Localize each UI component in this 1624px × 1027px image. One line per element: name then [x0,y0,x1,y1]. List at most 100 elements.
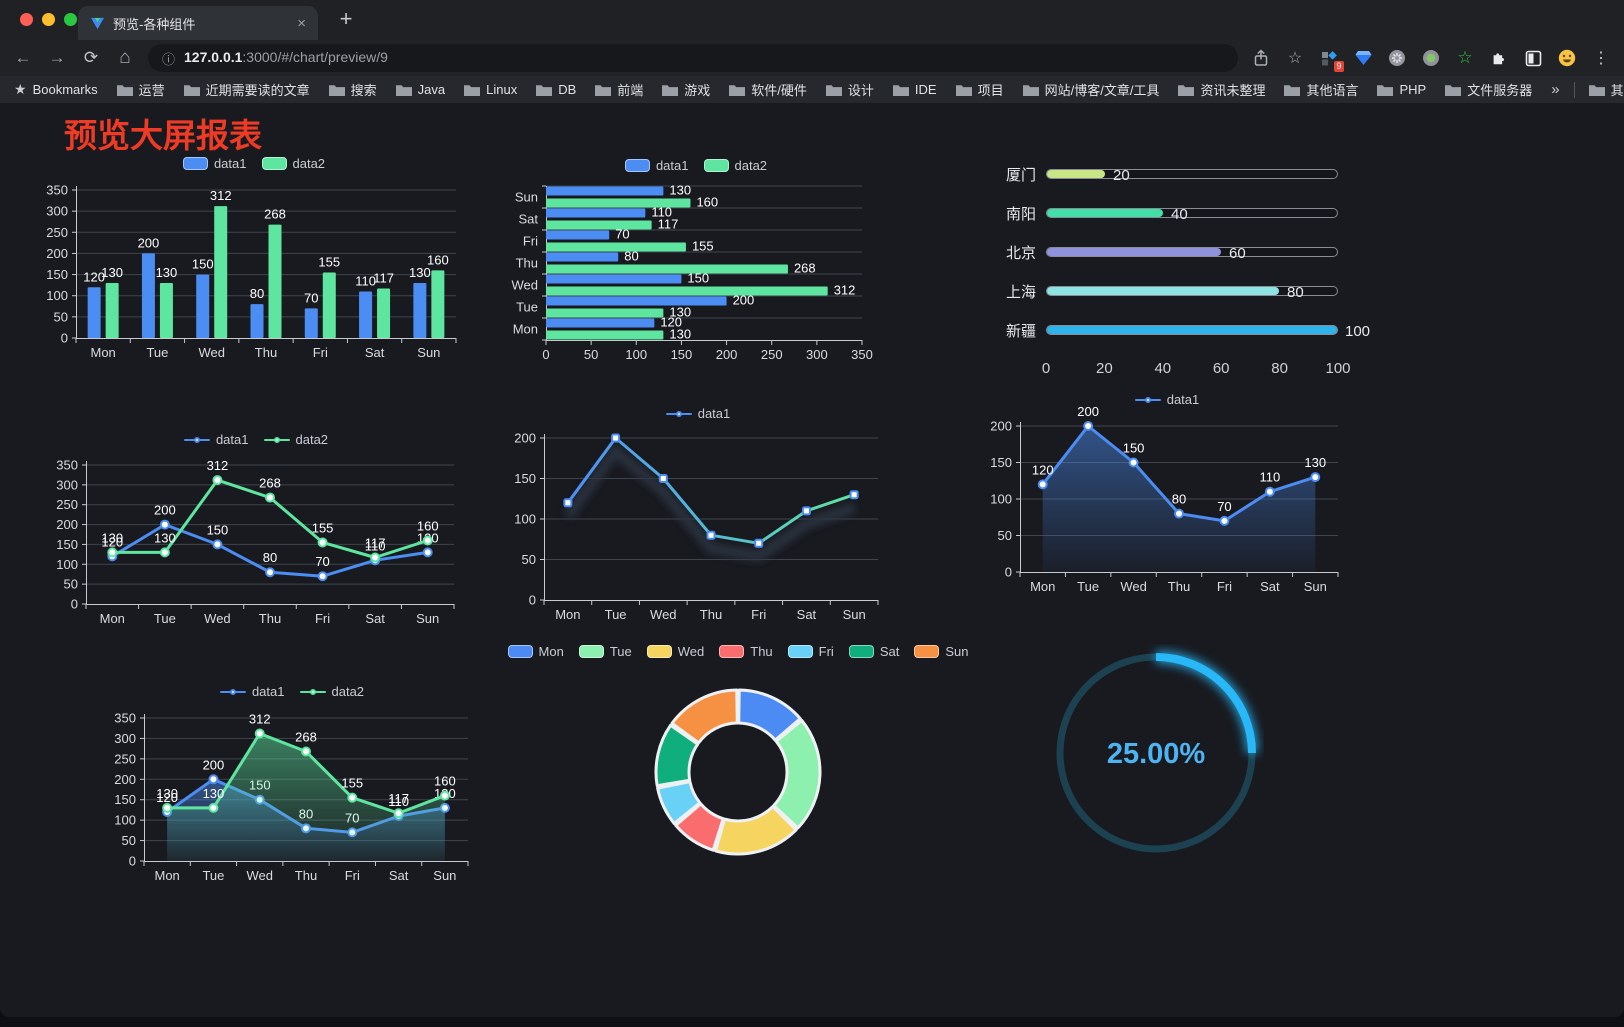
svg-text:200: 200 [114,772,136,787]
site-info-icon[interactable]: ⓘ [162,51,176,67]
asterisk-circle-extension-icon[interactable] [1386,47,1408,69]
bookmark-folder[interactable]: 设计 [825,80,874,99]
tab-title: 预览-各种组件 [113,16,196,32]
bookmark-page-icon[interactable]: ☆ [1287,50,1303,67]
area-line-canvas: 0 50 100 150 200 Mon Tue Wed Thu Fri Sat Sun 120 200 1… [990,404,1339,594]
bookmark-folder[interactable]: Linux [464,80,517,99]
legend-item-Thu[interactable]: Thu [719,644,773,659]
extension-badge: 9 [1333,61,1344,72]
svg-text:250: 250 [114,751,136,766]
other-bookmarks-item[interactable]: 其他书签 [1588,80,1624,99]
bookmark-folder[interactable]: 软件/硬件 [729,80,807,99]
bookmark-label: DB [558,82,577,97]
bookmark-folder[interactable]: 资讯未整理 [1178,80,1265,99]
bookmark-folder[interactable]: PHP [1377,80,1426,99]
legend-item-Sun[interactable]: Sun [914,644,968,659]
tab-close-icon[interactable]: × [297,14,306,32]
progress-axis: 0 20 40 60 80 100 [982,360,1360,380]
bookmark-folder[interactable]: 文件服务器 [1445,80,1532,99]
folder-icon [183,84,200,96]
bookmark-folder[interactable]: 搜索 [328,80,377,99]
bookmark-folder[interactable]: 游戏 [662,80,710,99]
split-square-extension-icon[interactable] [1522,47,1544,69]
svg-text:Sun: Sun [515,190,538,205]
legend-label: Sun [945,644,969,659]
legend-item-data1[interactable]: data1 [1134,392,1199,407]
bookmark-folder[interactable]: 运营 [116,80,165,99]
legend-item-data1[interactable]: data1 [183,432,249,447]
svg-text:Sat: Sat [797,607,817,622]
svg-text:250: 250 [761,347,783,362]
svg-text:Mon: Mon [100,611,125,626]
legend-item-Tue[interactable]: Tue [578,644,632,659]
progress-track: 20 [1046,167,1338,184]
legend-item-data1[interactable]: data1 [665,406,730,421]
svg-text:100: 100 [46,288,68,303]
legend-item-Fri[interactable]: Fri [787,644,834,659]
back-button[interactable]: ← [14,48,32,67]
browser-menu-icon[interactable]: ⋮ [1593,50,1609,67]
bookmark-folder[interactable]: DB [536,80,576,99]
gem-extension-icon[interactable] [1352,47,1374,69]
progress-label: 新疆 [1005,322,1036,340]
bookmark-folder[interactable]: 其他语言 [1284,80,1358,99]
progress-track: 60 [1046,245,1338,262]
svg-text:50: 50 [522,552,536,567]
legend-item-data2[interactable]: data2 [263,432,328,447]
bookmarks-overflow-icon[interactable]: » [1551,81,1560,98]
bookmark-folder[interactable]: 近期需要读的文章 [183,80,310,99]
svg-text:80: 80 [624,249,638,264]
legend-item-data1[interactable]: data1 [624,158,689,173]
legend-item-Mon[interactable]: Mon [507,644,564,659]
legend-item-data2[interactable]: data2 [299,684,365,699]
svg-text:160: 160 [417,518,439,533]
green-star-extension-icon[interactable]: ☆ [1457,48,1473,67]
progress-value: 60 [1229,245,1246,262]
legend-item-data1[interactable]: data1 [182,156,247,171]
url-path: :3000/#/chart/preview/9 [242,49,388,65]
legend-item-data2[interactable]: data2 [261,156,325,171]
url-bar[interactable]: ⓘ 127.0.0.1:3000/#/chart/preview/9 [148,44,1238,72]
legend-label: Sat [879,644,900,659]
pixel-grid-extension-icon[interactable]: 9 [1318,47,1344,72]
green-dot-circle-extension-icon[interactable] [1420,47,1442,69]
svg-text:150: 150 [192,257,214,272]
folder-icon [1588,84,1605,96]
legend-item-Wed[interactable]: Wed [646,644,704,659]
svg-text:120: 120 [83,269,105,284]
svg-text:110: 110 [651,205,672,220]
legend-label: data2 [331,684,365,699]
reload-button[interactable]: ⟳ [83,48,99,67]
maximize-window-button[interactable] [64,13,77,26]
legend-label: data2 [734,158,768,173]
legend-item-data2[interactable]: data2 [703,158,768,173]
bookmark-folder[interactable]: Java [395,80,445,99]
progress-row-南阳: 南阳 40 [982,203,1360,223]
legend-swatch-icon [261,157,287,170]
svg-text:Sun: Sun [1304,579,1327,594]
puzzle-extensions-icon[interactable] [1488,47,1510,69]
close-window-button[interactable] [20,13,33,26]
legend-linedot-icon [183,434,210,446]
home-button[interactable]: ⌂ [119,47,131,68]
bookmark-folder[interactable]: IDE [892,80,937,99]
folder-icon [825,84,842,96]
bookmark-folder[interactable]: 项目 [955,80,1004,99]
svg-text:100: 100 [114,813,136,828]
forward-button[interactable]: → [48,48,66,67]
share-icon[interactable] [1250,47,1272,69]
minimize-window-button[interactable] [42,13,55,26]
svg-text:Wed: Wed [650,607,677,622]
emoji-extension-icon[interactable] [1556,47,1578,69]
legend-item-data1[interactable]: data1 [219,684,285,699]
browser-tab[interactable]: 预览-各种组件 × [78,6,318,40]
svg-text:50: 50 [64,577,78,592]
bookmark-folder[interactable]: 网站/博客/文章/工具 [1022,80,1159,99]
legend-label: data1 [655,158,689,173]
legend-item-Sat[interactable]: Sat [848,644,900,659]
bookmark-folder[interactable]: 前端 [595,80,643,99]
bookmarks-manager-item[interactable]: ★ Bookmarks [14,81,98,98]
new-tab-button[interactable]: + [339,6,353,31]
svg-text:117: 117 [658,217,679,232]
svg-text:80: 80 [263,550,277,565]
